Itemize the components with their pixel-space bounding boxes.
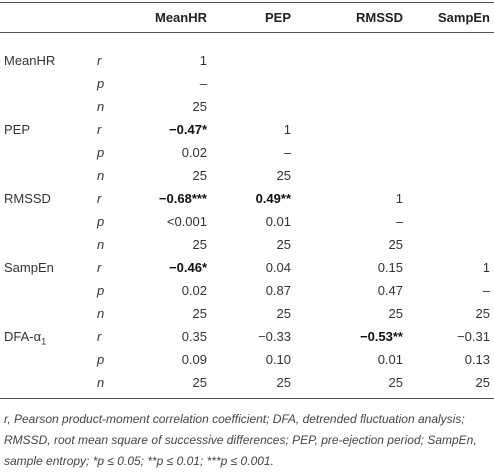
cell: 0.35 xyxy=(181,329,207,344)
column-header: SampEn xyxy=(437,10,490,25)
cell: −0.33 xyxy=(258,329,291,344)
stat-label: p xyxy=(97,145,105,160)
cell: −0.53** xyxy=(359,329,403,344)
cell: −0.68*** xyxy=(158,191,207,206)
cell: 0.13 xyxy=(464,352,490,367)
cell: 25 xyxy=(388,375,403,390)
cell: 1 xyxy=(395,191,403,206)
stat-label: r xyxy=(97,122,102,137)
stat-label: r xyxy=(97,260,102,275)
column-header: RMSSD xyxy=(356,10,403,25)
cell: 25 xyxy=(475,306,490,321)
stat-label: p xyxy=(97,352,105,367)
cell: 1 xyxy=(199,53,207,68)
row-label: MeanHR xyxy=(4,53,56,68)
cell: 0.87 xyxy=(265,283,291,298)
cell: 0.01 xyxy=(265,214,291,229)
cell: – xyxy=(199,76,207,91)
stat-label: n xyxy=(97,99,105,114)
stat-label: n xyxy=(97,306,105,321)
cell: – xyxy=(395,214,403,229)
rule xyxy=(0,32,494,33)
cell: 25 xyxy=(276,237,291,252)
cell: 0.04 xyxy=(265,260,291,275)
rule xyxy=(0,2,494,3)
column-header: MeanHR xyxy=(154,10,207,25)
cell: 0.10 xyxy=(265,352,291,367)
cell: 0.01 xyxy=(377,352,403,367)
row-label: PEP xyxy=(4,122,31,137)
cell: 1 xyxy=(482,260,490,275)
row-label-subscript: 1 xyxy=(41,336,47,347)
cell: 25 xyxy=(192,306,207,321)
stat-label: p xyxy=(97,76,105,91)
row-label: RMSSD xyxy=(4,191,51,206)
row-label: SampEn xyxy=(4,260,54,275)
stat-label: n xyxy=(97,237,105,252)
stat-label: p xyxy=(97,214,105,229)
cell: <0.001 xyxy=(166,214,207,229)
cell: 25 xyxy=(192,375,207,390)
cell: 1 xyxy=(283,122,291,137)
cell: 25 xyxy=(192,99,207,114)
stat-label: n xyxy=(97,168,105,183)
stat-label: r xyxy=(97,191,102,206)
row-label: DFA-α1 xyxy=(4,329,47,347)
cell: – xyxy=(482,283,490,298)
cell: −0.46* xyxy=(169,260,207,275)
cell: 0.02 xyxy=(181,283,207,298)
cell: −0.47* xyxy=(169,122,207,137)
cell: 25 xyxy=(192,168,207,183)
cell: 25 xyxy=(192,237,207,252)
cell: 25 xyxy=(276,168,291,183)
stat-label: n xyxy=(97,375,105,390)
rule xyxy=(0,398,494,399)
cell: 0.09 xyxy=(181,352,207,367)
cell: 0.47 xyxy=(377,283,403,298)
footnote: r, Pearson product-moment correlation co… xyxy=(4,412,477,468)
cell: 25 xyxy=(388,306,403,321)
cell: – xyxy=(283,145,291,160)
cell: 25 xyxy=(276,306,291,321)
cell: 25 xyxy=(388,237,403,252)
cell: 0.15 xyxy=(377,260,403,275)
cell: 0.02 xyxy=(181,145,207,160)
column-header: PEP xyxy=(264,10,291,25)
stat-label: r xyxy=(97,329,102,344)
cell: 0.49** xyxy=(255,191,291,206)
stat-label: r xyxy=(97,53,102,68)
cell: 25 xyxy=(276,375,291,390)
cell: 25 xyxy=(475,375,490,390)
stat-label: p xyxy=(97,283,105,298)
cell: −0.31 xyxy=(457,329,490,344)
